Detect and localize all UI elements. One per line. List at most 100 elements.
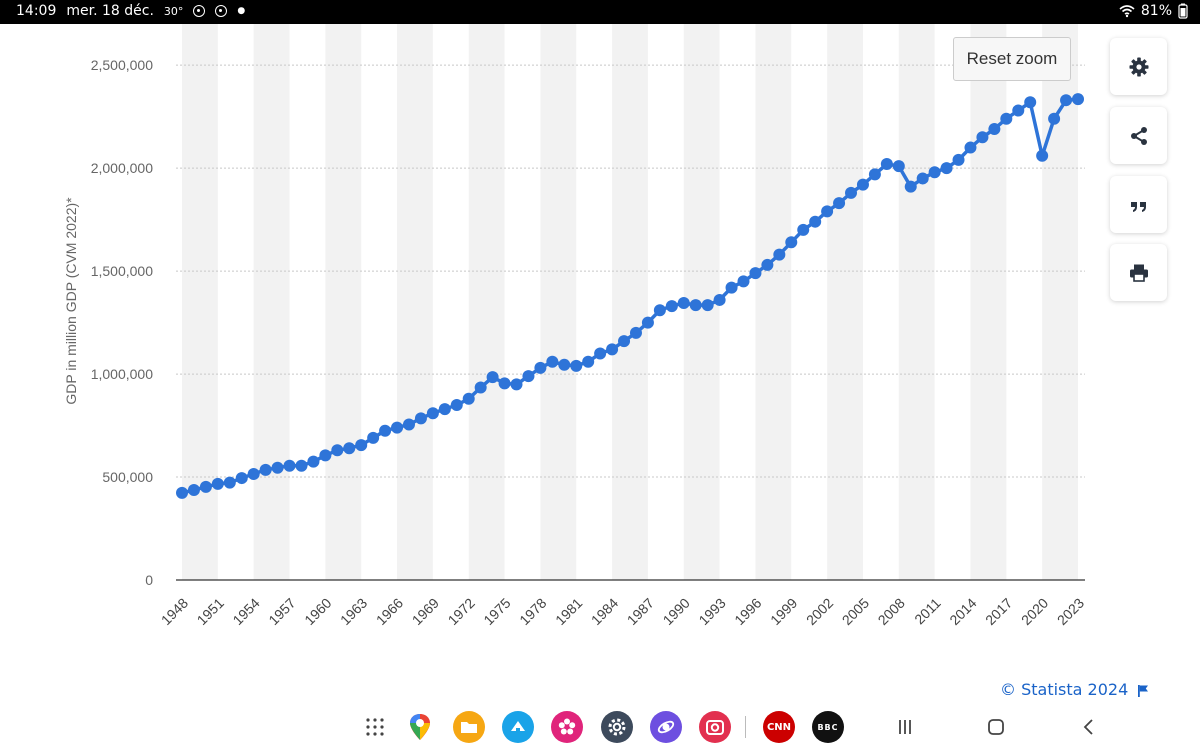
data-point[interactable] bbox=[737, 275, 750, 288]
data-point[interactable] bbox=[821, 205, 834, 218]
statista-credit-link[interactable]: © Statista 2024 bbox=[1000, 680, 1129, 699]
data-point[interactable] bbox=[618, 335, 631, 348]
bbc-icon[interactable]: BBC bbox=[812, 711, 844, 743]
data-point[interactable] bbox=[1048, 112, 1061, 125]
data-point[interactable] bbox=[355, 439, 368, 452]
data-point[interactable] bbox=[391, 421, 404, 434]
browser-icon[interactable] bbox=[650, 711, 682, 743]
data-point[interactable] bbox=[414, 412, 427, 425]
apps-grid-icon[interactable] bbox=[359, 711, 391, 743]
data-point[interactable] bbox=[761, 258, 774, 271]
data-point[interactable] bbox=[940, 162, 953, 175]
data-point[interactable] bbox=[570, 359, 583, 372]
data-point[interactable] bbox=[928, 166, 941, 179]
data-point[interactable] bbox=[1012, 104, 1025, 117]
data-point[interactable] bbox=[701, 299, 714, 312]
x-tick-label: 2020 bbox=[1018, 595, 1051, 628]
data-point[interactable] bbox=[259, 463, 272, 476]
flag-icon[interactable] bbox=[1137, 684, 1149, 698]
data-point[interactable] bbox=[271, 461, 284, 474]
data-point[interactable] bbox=[1072, 93, 1084, 106]
recents-icon[interactable] bbox=[892, 714, 918, 740]
data-point[interactable] bbox=[187, 484, 200, 497]
data-point[interactable] bbox=[797, 223, 810, 236]
print-button[interactable] bbox=[1110, 244, 1167, 301]
data-point[interactable] bbox=[402, 418, 415, 431]
data-point[interactable] bbox=[689, 299, 702, 312]
data-point[interactable] bbox=[749, 267, 762, 280]
data-point[interactable] bbox=[629, 326, 642, 339]
upload-icon[interactable] bbox=[502, 711, 534, 743]
data-point[interactable] bbox=[295, 459, 308, 472]
flower-icon[interactable] bbox=[551, 711, 583, 743]
share-button[interactable] bbox=[1110, 107, 1167, 164]
data-point[interactable] bbox=[522, 370, 535, 383]
data-point[interactable] bbox=[235, 472, 248, 485]
data-point[interactable] bbox=[1036, 149, 1049, 162]
data-point[interactable] bbox=[558, 358, 571, 371]
data-point[interactable] bbox=[880, 158, 893, 171]
settings-button[interactable] bbox=[1110, 38, 1167, 95]
files-icon[interactable] bbox=[453, 711, 485, 743]
data-point[interactable] bbox=[892, 160, 905, 173]
back-icon[interactable] bbox=[1075, 714, 1101, 740]
data-point[interactable] bbox=[594, 347, 607, 360]
data-point[interactable] bbox=[856, 178, 869, 191]
data-point[interactable] bbox=[283, 459, 296, 472]
data-point[interactable] bbox=[319, 449, 332, 462]
data-point[interactable] bbox=[725, 281, 738, 294]
cnn-icon[interactable]: CNN bbox=[763, 711, 795, 743]
data-point[interactable] bbox=[582, 355, 595, 368]
data-point[interactable] bbox=[223, 476, 236, 489]
data-point[interactable] bbox=[1000, 112, 1013, 125]
data-point[interactable] bbox=[331, 444, 344, 457]
data-point[interactable] bbox=[438, 403, 451, 416]
data-point[interactable] bbox=[641, 316, 654, 329]
data-point[interactable] bbox=[868, 168, 881, 181]
data-point[interactable] bbox=[510, 378, 523, 391]
data-point[interactable] bbox=[833, 197, 846, 210]
settings-icon[interactable] bbox=[601, 711, 633, 743]
x-tick-label: 2005 bbox=[839, 595, 872, 628]
data-point[interactable] bbox=[307, 455, 320, 468]
data-point[interactable] bbox=[785, 236, 798, 249]
data-point[interactable] bbox=[845, 186, 858, 199]
data-point[interactable] bbox=[211, 477, 224, 490]
data-point[interactable] bbox=[450, 398, 463, 411]
data-point[interactable] bbox=[534, 361, 547, 374]
cite-button[interactable] bbox=[1110, 176, 1167, 233]
data-point[interactable] bbox=[988, 123, 1001, 136]
home-icon[interactable] bbox=[983, 714, 1009, 740]
data-point[interactable] bbox=[546, 355, 559, 368]
data-point[interactable] bbox=[1060, 94, 1073, 107]
data-point[interactable] bbox=[713, 293, 726, 306]
data-point[interactable] bbox=[606, 343, 619, 356]
data-point[interactable] bbox=[653, 304, 666, 317]
data-point[interactable] bbox=[379, 424, 392, 437]
data-point[interactable] bbox=[498, 377, 511, 390]
data-point[interactable] bbox=[367, 431, 380, 444]
data-point[interactable] bbox=[474, 381, 487, 394]
data-point[interactable] bbox=[176, 486, 188, 499]
data-point[interactable] bbox=[809, 215, 822, 228]
data-point[interactable] bbox=[916, 172, 929, 185]
data-point[interactable] bbox=[904, 180, 917, 193]
data-point[interactable] bbox=[247, 467, 260, 480]
camera-icon[interactable] bbox=[699, 711, 731, 743]
gdp-line-chart: 0 500,000 1,000,000 1,500,000 2,000,000 2,500… bbox=[63, 24, 1087, 628]
data-point[interactable] bbox=[486, 371, 499, 384]
data-point[interactable] bbox=[952, 153, 965, 166]
data-point[interactable] bbox=[665, 300, 678, 313]
data-point[interactable] bbox=[964, 141, 977, 154]
data-point[interactable] bbox=[677, 297, 690, 310]
reset-zoom-button[interactable]: Reset zoom bbox=[953, 37, 1071, 81]
data-point[interactable] bbox=[1024, 96, 1037, 109]
plot-band bbox=[612, 24, 648, 580]
data-point[interactable] bbox=[426, 407, 439, 420]
data-point[interactable] bbox=[773, 248, 786, 261]
data-point[interactable] bbox=[199, 480, 212, 493]
data-point[interactable] bbox=[343, 442, 356, 455]
data-point[interactable] bbox=[976, 131, 989, 144]
data-point[interactable] bbox=[462, 392, 475, 405]
maps-icon[interactable] bbox=[404, 711, 436, 743]
